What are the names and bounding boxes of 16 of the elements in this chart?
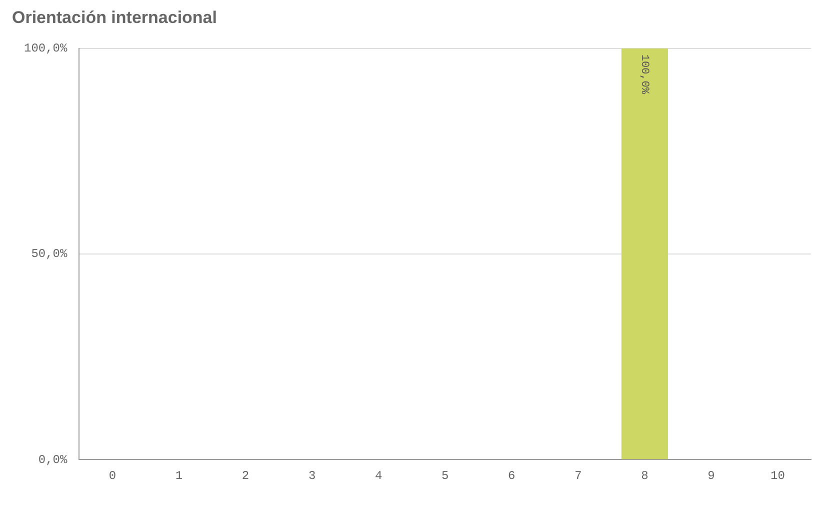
x-tick-label: 9 <box>708 468 715 483</box>
y-tick-label: 50,0% <box>31 247 68 262</box>
x-tick-label: 10 <box>770 468 785 483</box>
y-tick-label: 0,0% <box>38 452 68 467</box>
x-tick-label: 2 <box>242 468 250 483</box>
x-tick-label: 4 <box>374 468 382 483</box>
y-tick-label: 100,0% <box>24 42 68 56</box>
x-tick-label: 1 <box>175 468 183 483</box>
chart-title: Orientación internacional <box>12 8 217 27</box>
x-tick-label: 0 <box>108 468 116 483</box>
x-tick-label: 5 <box>442 468 449 483</box>
x-tick-label: 3 <box>308 468 316 483</box>
x-tick-label: 8 <box>641 468 648 483</box>
x-tick-label: 7 <box>574 468 582 483</box>
x-tick-label: 6 <box>508 468 516 483</box>
data-label: 100,0% <box>638 54 650 94</box>
